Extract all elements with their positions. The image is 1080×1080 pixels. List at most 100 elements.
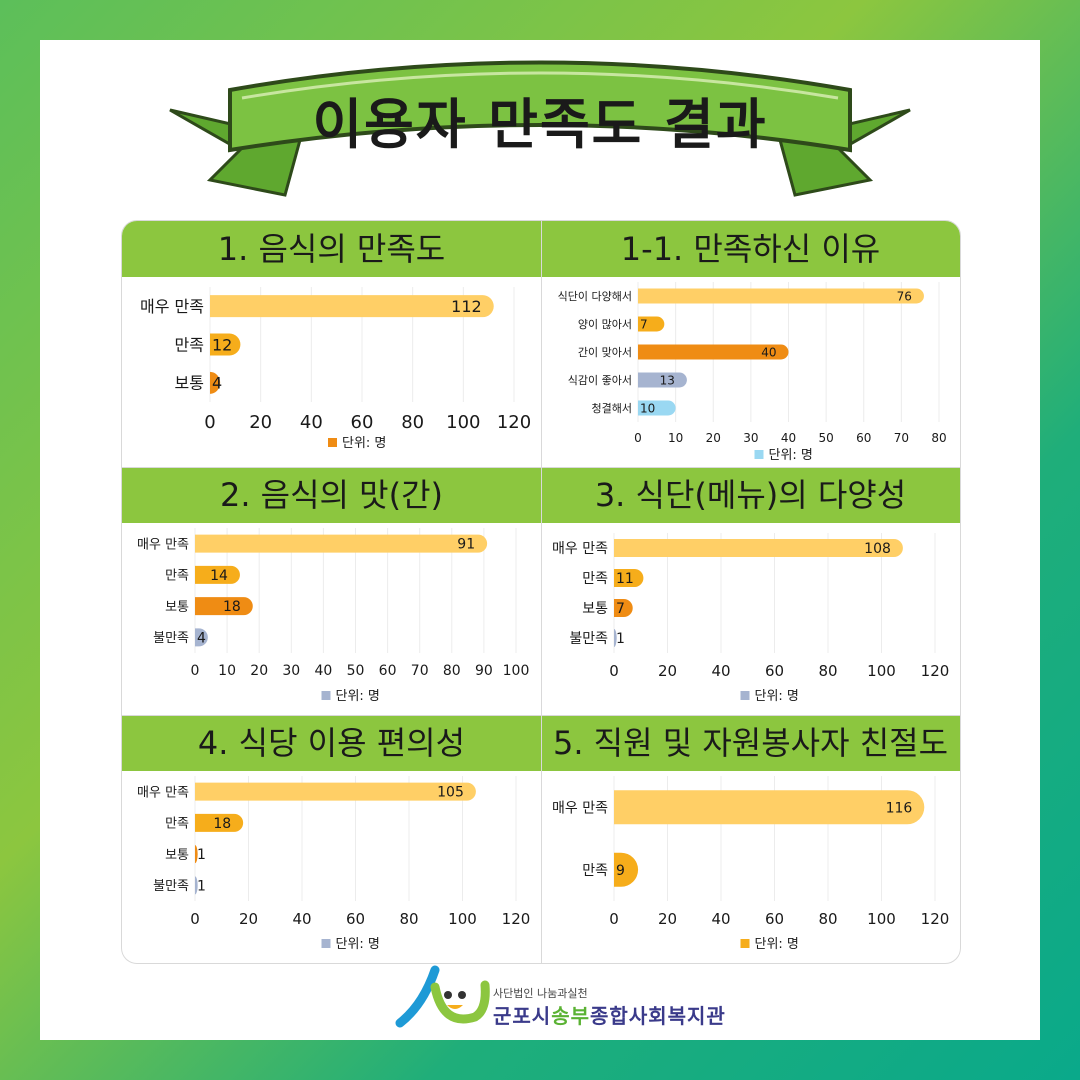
category-label: 식단이 다양해서	[558, 289, 632, 303]
tick-label: 50	[347, 663, 365, 679]
panel-food-taste: 2. 음식의 맛(간) 매우 만족 91 만족 14 보통 18 불만족 4 0 10 20 30 40…	[122, 467, 541, 715]
data-label: 7	[616, 601, 625, 617]
legend-label: 단위: 명	[336, 689, 380, 704]
tick-label: 20	[250, 663, 268, 679]
tick-label: 120	[921, 662, 950, 680]
category-label: 만족	[165, 817, 189, 832]
tick-label: 10	[668, 431, 683, 445]
panel-cafeteria-convenience: 4. 식당 이용 편의성 매우 만족 105 만족 18 보통 1 불만족 1 0 20 40 60 8…	[122, 715, 541, 963]
legend-swatch	[321, 939, 331, 948]
tick-label: 120	[921, 910, 950, 928]
bar	[195, 565, 240, 584]
tick-label: 60	[765, 662, 784, 680]
category-label: 불만족	[153, 879, 189, 894]
page-title: 이용자 만족도 결과	[312, 93, 768, 156]
panel-title: 1-1. 만족하신 이유	[541, 221, 960, 277]
tick-label: 40	[314, 663, 332, 679]
tick-label: 20	[658, 910, 677, 928]
bar	[195, 845, 198, 864]
tick-label: 20	[658, 662, 677, 680]
category-label: 만족	[175, 335, 204, 354]
tick-label: 40	[292, 910, 311, 928]
legend-swatch	[740, 939, 750, 948]
data-label: 12	[212, 335, 232, 354]
tick-label: 30	[282, 663, 300, 679]
tick-label: 0	[634, 431, 642, 445]
data-label: 108	[864, 541, 891, 557]
tick-label: 60	[379, 663, 397, 679]
bar	[210, 333, 241, 356]
tick-label: 10	[218, 663, 236, 679]
tick-label: 0	[609, 910, 619, 928]
legend-swatch	[740, 691, 750, 700]
data-label: 91	[457, 537, 475, 553]
data-label: 9	[616, 863, 625, 879]
tick-label: 100	[867, 662, 896, 680]
tick-label: 60	[351, 412, 374, 433]
tick-label: 40	[300, 412, 323, 433]
data-label: 105	[437, 785, 464, 801]
tick-label: 120	[502, 910, 531, 928]
org-logo	[395, 965, 490, 1028]
tick-label: 80	[443, 663, 461, 679]
category-label: 보통	[175, 374, 204, 393]
bar	[638, 372, 687, 388]
bar	[195, 534, 488, 553]
category-label: 매우 만족	[137, 785, 189, 800]
bar	[638, 344, 789, 360]
chart-menu-variety: 매우 만족 108 만족 11 보통 7 불만족 1 0 20 40 60 80 100 120 단위: 명	[552, 533, 950, 704]
tick-label: 80	[818, 662, 837, 680]
category-label: 청결해서	[592, 401, 632, 415]
panel-title: 4. 식당 이용 편의성	[122, 715, 541, 771]
bar	[638, 400, 676, 416]
tick-label: 60	[765, 910, 784, 928]
category-label: 매우 만족	[552, 541, 608, 557]
bar	[638, 316, 665, 332]
bar	[614, 790, 925, 825]
bar	[614, 599, 633, 617]
org-name-part: 군포시	[493, 1004, 552, 1028]
tick-label: 0	[190, 910, 200, 928]
category-label: 간이 맞아서	[578, 346, 632, 359]
category-label: 매우 만족	[137, 537, 189, 552]
data-label: 1	[197, 878, 206, 894]
tick-label: 60	[856, 431, 871, 445]
divider	[122, 467, 960, 468]
legend-label: 단위: 명	[336, 937, 380, 952]
panel-title: 3. 식단(메뉴)의 다양성	[541, 467, 960, 523]
category-label: 불만족	[153, 631, 189, 646]
bar	[195, 782, 476, 801]
tick-label: 70	[894, 431, 909, 445]
data-label: 116	[886, 800, 913, 816]
tick-label: 40	[781, 431, 796, 445]
bar	[210, 371, 221, 394]
panel-staff-kindness: 5. 직원 및 자원봉사자 친절도 매우 만족 116 만족 9 0 20 40 60 80 10…	[541, 715, 960, 963]
category-label: 보통	[165, 600, 189, 615]
divider	[541, 221, 542, 963]
chart-grid: 1. 음식의 만족도 매우 만족 112 만족 12 보통 4 0 20 40 60 80 100 12…	[121, 220, 961, 964]
tick-label: 0	[204, 412, 215, 433]
bar	[614, 569, 644, 587]
panel-title: 1. 음식의 만족도	[122, 221, 541, 277]
data-label: 1	[616, 631, 625, 647]
tick-label: 100	[867, 910, 896, 928]
tick-label: 80	[818, 910, 837, 928]
panel-satisfaction-reasons: 1-1. 만족하신 이유 식단이 다양해서 76 양이 많아서 7 간이 맞아서 40 식감…	[541, 221, 960, 467]
legend-label: 단위: 명	[769, 448, 813, 463]
data-label: 18	[213, 816, 231, 832]
tick-label: 70	[411, 663, 429, 679]
panel-title: 2. 음식의 맛(간)	[122, 467, 541, 523]
divider	[122, 715, 960, 716]
category-label: 보통	[165, 848, 189, 863]
tick-label: 40	[711, 910, 730, 928]
data-label: 14	[210, 568, 228, 584]
data-label: 13	[660, 373, 675, 387]
data-label: 18	[223, 599, 241, 615]
data-label: 11	[616, 571, 634, 587]
category-label: 만족	[582, 863, 608, 879]
tick-label: 100	[446, 412, 480, 433]
legend-swatch	[321, 691, 331, 700]
category-label: 만족	[582, 571, 608, 587]
